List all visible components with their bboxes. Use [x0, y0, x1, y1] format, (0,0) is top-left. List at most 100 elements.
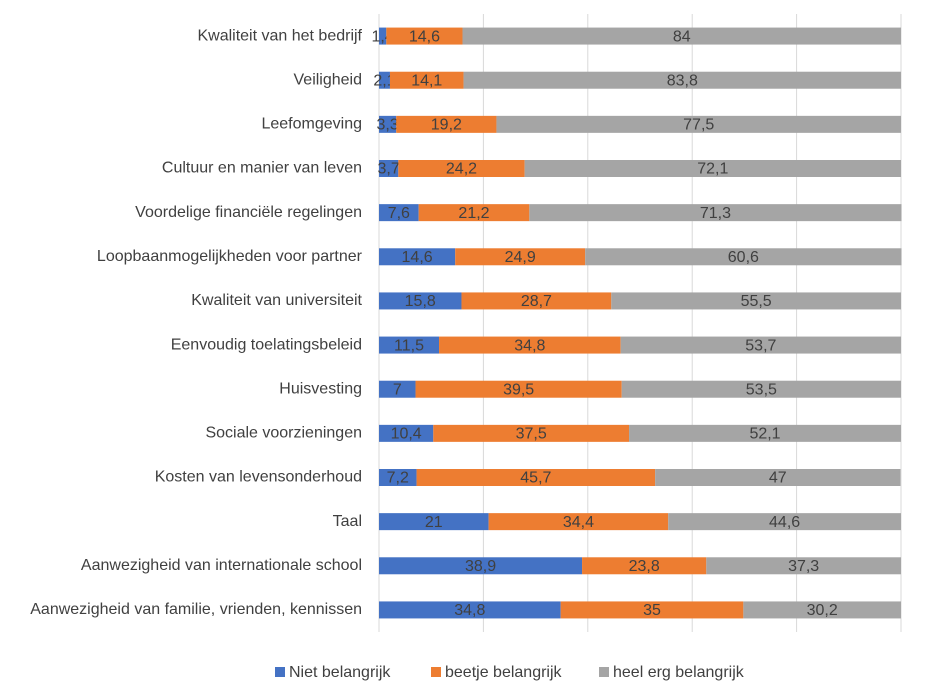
bar-segment [488, 513, 669, 531]
value-label: 52,1 [749, 426, 780, 443]
value-label: 38,9 [465, 558, 496, 575]
category-label: Veiligheid [294, 71, 363, 88]
bar-segment [379, 380, 416, 398]
value-label: 34,8 [454, 602, 485, 619]
legend-swatch [599, 667, 609, 677]
bar-segment [585, 248, 902, 266]
value-label: 19,2 [431, 117, 462, 134]
value-label: 7 [393, 381, 402, 398]
value-label: 39,5 [503, 381, 534, 398]
value-label: 30,2 [807, 602, 838, 619]
bar-segment [560, 601, 744, 619]
category-label: Aanwezigheid van familie, vrienden, kenn… [30, 601, 362, 618]
bar-segment [706, 557, 901, 575]
legend-label: Niet belangrijk [289, 664, 391, 681]
category-label: Voordelige financiële regelingen [135, 204, 362, 221]
bar-segment [529, 204, 902, 222]
bar-segment [455, 248, 586, 266]
legend-label: beetje belangrijk [445, 664, 563, 681]
value-label: 84 [673, 28, 691, 45]
bar-segment [379, 160, 399, 177]
category-label: Leefomgeving [261, 116, 362, 133]
value-label: 60,6 [728, 249, 759, 266]
bar-segment [379, 115, 397, 133]
bar-segment [524, 160, 901, 177]
value-label: 24,9 [505, 249, 536, 266]
value-label: 15,8 [405, 293, 436, 310]
bar-segment [379, 27, 387, 45]
bar-segment [463, 71, 901, 89]
value-label: 71,3 [700, 205, 731, 222]
category-label: Cultuur en manier van leven [162, 160, 362, 177]
bar-segment [379, 292, 462, 310]
category-label: Aanwezigheid van internationale school [81, 557, 362, 574]
value-label: 44,6 [769, 514, 800, 531]
bar-segment [433, 424, 630, 442]
bar-segment [496, 115, 901, 133]
category-label: Kwaliteit van universiteit [191, 292, 362, 309]
bar-segment [379, 601, 561, 619]
value-label: 21 [425, 514, 443, 531]
value-label: 53,7 [745, 337, 776, 354]
value-label: 14,6 [402, 249, 433, 266]
bar-segment [743, 601, 901, 619]
value-label: 28,7 [521, 293, 552, 310]
value-label: 37,3 [788, 558, 819, 575]
value-label: 34,4 [563, 514, 594, 531]
value-label: 34,8 [514, 337, 545, 354]
bar-segment [386, 27, 463, 45]
bar-segment [379, 248, 456, 266]
bar-segment [398, 160, 525, 177]
value-label: 7,6 [388, 205, 410, 222]
bar-segment [629, 424, 901, 442]
value-label: 7,2 [387, 470, 409, 487]
value-label: 11,5 [394, 337, 424, 354]
value-label: 10,4 [391, 426, 422, 443]
bar-segment [379, 424, 434, 442]
bar-segment [379, 336, 440, 354]
legend-swatch [431, 667, 441, 677]
value-label: 3,7 [378, 161, 400, 178]
value-label: 14,1 [411, 72, 442, 89]
bar-segment [668, 513, 901, 531]
bar-segment [620, 336, 901, 354]
bar-segment [582, 557, 707, 575]
bar-segment [621, 380, 901, 398]
category-label: Sociale voorzieningen [205, 425, 362, 442]
category-label: Kosten van levensonderhoud [155, 469, 362, 486]
value-label: 55,5 [741, 293, 772, 310]
category-label: Huisvesting [279, 380, 362, 397]
value-label: 45,7 [520, 470, 551, 487]
bar-segment [418, 204, 530, 222]
bar-segment [389, 71, 464, 89]
category-label: Eenvoudig toelatingsbeleid [171, 336, 362, 353]
category-label: Kwaliteit van het bedrijf [197, 27, 362, 44]
value-label: 47 [769, 470, 787, 487]
bar-segment [655, 469, 901, 486]
value-label: 21,2 [458, 205, 489, 222]
value-label: 35 [643, 602, 661, 619]
bar-segment [439, 336, 621, 354]
bar-segment [415, 380, 622, 398]
bar-segment [379, 513, 489, 531]
category-label: Loopbaanmogelijkheden voor partner [97, 248, 363, 265]
legend-label: heel erg belangrijk [613, 664, 745, 681]
value-label: 24,2 [446, 161, 477, 178]
bar-segment [379, 557, 583, 575]
value-label: 14,6 [409, 28, 440, 45]
bar-segment [379, 71, 390, 89]
value-label: 3,3 [376, 117, 398, 134]
bar-segment [379, 204, 419, 222]
category-label: Taal [333, 513, 362, 530]
bar-segment [379, 469, 417, 486]
bar-segment [461, 292, 612, 310]
legend-swatch [275, 667, 285, 677]
value-label: 53,5 [746, 381, 777, 398]
bar-segment [416, 469, 656, 486]
value-label: 23,8 [629, 558, 660, 575]
bar-segment [396, 115, 497, 133]
bar-segment [611, 292, 901, 310]
value-label: 37,5 [516, 426, 547, 443]
value-label: 83,8 [667, 72, 698, 89]
